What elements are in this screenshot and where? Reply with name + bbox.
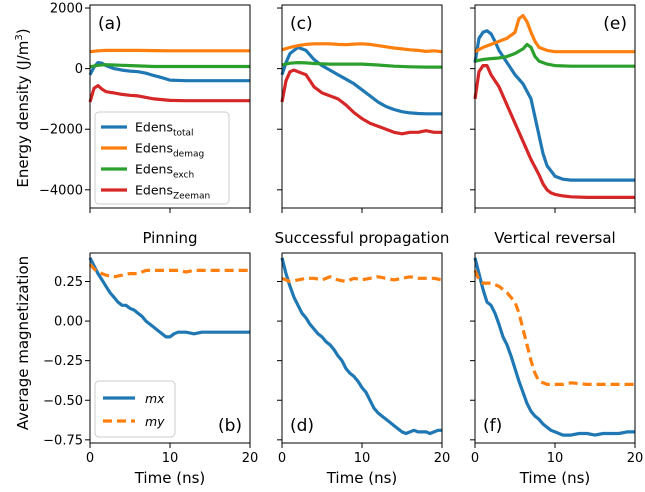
series-line-d-mx <box>280 257 442 436</box>
panel-letter-d: (d) <box>290 416 314 436</box>
y-tick-label-b: −0.75 <box>43 433 83 448</box>
panel-letter-c: (c) <box>290 14 313 34</box>
series-line-c-demag <box>281 42 443 54</box>
legend-label-exch: Edensexch <box>135 162 194 181</box>
series-line-c-zeeman <box>280 68 442 136</box>
y-tick-label-b: −0.25 <box>43 354 83 369</box>
y-tick-label-a: −2000 <box>39 123 83 138</box>
y-tick-label-a: 2000 <box>50 2 83 17</box>
series-line-a-total <box>88 61 250 83</box>
panel-letter-e: (e) <box>603 14 627 34</box>
x-tick-label-b: 0 <box>86 451 94 466</box>
panel-title-b: Pinning <box>142 229 197 247</box>
panel-letter-b: (b) <box>218 416 242 436</box>
panel-d: 0 10 20 Time (ns) Successful propagation (d) <box>275 229 451 487</box>
axes-frame-d <box>281 252 443 444</box>
legend-box <box>94 111 230 205</box>
legend-label-total: Edenstotal <box>135 120 194 139</box>
x-axis-label-f: Time (ns) <box>519 469 591 487</box>
y-tick-label-a: −4000 <box>39 183 83 198</box>
legend-label-demag: Edensdemag <box>135 141 204 160</box>
axes-frame-f <box>474 252 636 444</box>
panel-f: 0 10 20 Time (ns) Vertical reversal (f) <box>470 229 643 487</box>
x-tick-label-f: 0 <box>471 451 479 466</box>
series-line-a-zeeman <box>88 84 250 103</box>
panel-letter-a: (a) <box>98 14 122 34</box>
panels-group: 20000−2000−4000(a)EdenstotalEdensdemagEd… <box>39 2 643 487</box>
legend-label-zeeman: EdensZeeman <box>135 183 210 202</box>
series-line-e-demag <box>474 14 635 54</box>
series-line-e-exch <box>474 42 635 68</box>
y-tick-label-b: −0.50 <box>43 394 83 409</box>
panel-letter-f: (f) <box>483 416 502 436</box>
top-ylabel: Energy density (J/m3) <box>14 28 32 187</box>
y-tick-label-b: 0.00 <box>54 315 83 330</box>
bottom-ylabel: Average magnetization <box>14 256 32 430</box>
x-tick-label-d: 0 <box>278 451 286 466</box>
x-axis-label-b: Time (ns) <box>134 469 206 487</box>
series-line-d-my <box>281 275 443 284</box>
axes-frame-c <box>281 4 443 209</box>
panel-title-d: Successful propagation <box>275 229 450 247</box>
panel-c: (c) <box>277 4 443 213</box>
panel-e: (e) <box>470 4 636 213</box>
panel-b: 0 10 20 0.25 0.00 −0.25 −0.50 −0.75 Time (ns) Pin… <box>43 229 258 487</box>
series-line-a-exch <box>89 63 250 69</box>
series-line-c-exch <box>281 61 442 69</box>
x-tick-label-d: 20 <box>434 451 451 466</box>
series-line-b-my <box>88 263 250 279</box>
panel-a: 2000 0 −2000 −4000 (a) Edenstotal Edensdemag Ed… <box>39 2 251 213</box>
x-tick-label-f: 20 <box>627 451 644 466</box>
y-tick-label-b: 0.25 <box>54 275 83 290</box>
series-line-e-total <box>473 29 635 182</box>
series-line-a-demag <box>89 48 250 54</box>
legend-label-my: my <box>145 414 165 429</box>
y-tick-label-a: 0 <box>75 62 83 77</box>
series-line-c-total <box>280 45 442 116</box>
series-line-e-zeeman <box>473 63 635 199</box>
legend-label-mx: mx <box>145 391 165 406</box>
series-line-b-mx <box>88 257 250 339</box>
x-tick-label-b: 10 <box>162 451 179 466</box>
series-line-f-my <box>473 269 635 386</box>
panel-title-f: Vertical reversal <box>494 229 615 247</box>
x-tick-label-b: 20 <box>242 451 259 466</box>
x-tick-label-f: 10 <box>547 451 564 466</box>
x-tick-label-d: 10 <box>354 451 371 466</box>
legend-box-b <box>94 380 176 438</box>
x-axis-label-d: Time (ns) <box>326 469 398 487</box>
series-line-f-mx <box>473 257 635 437</box>
